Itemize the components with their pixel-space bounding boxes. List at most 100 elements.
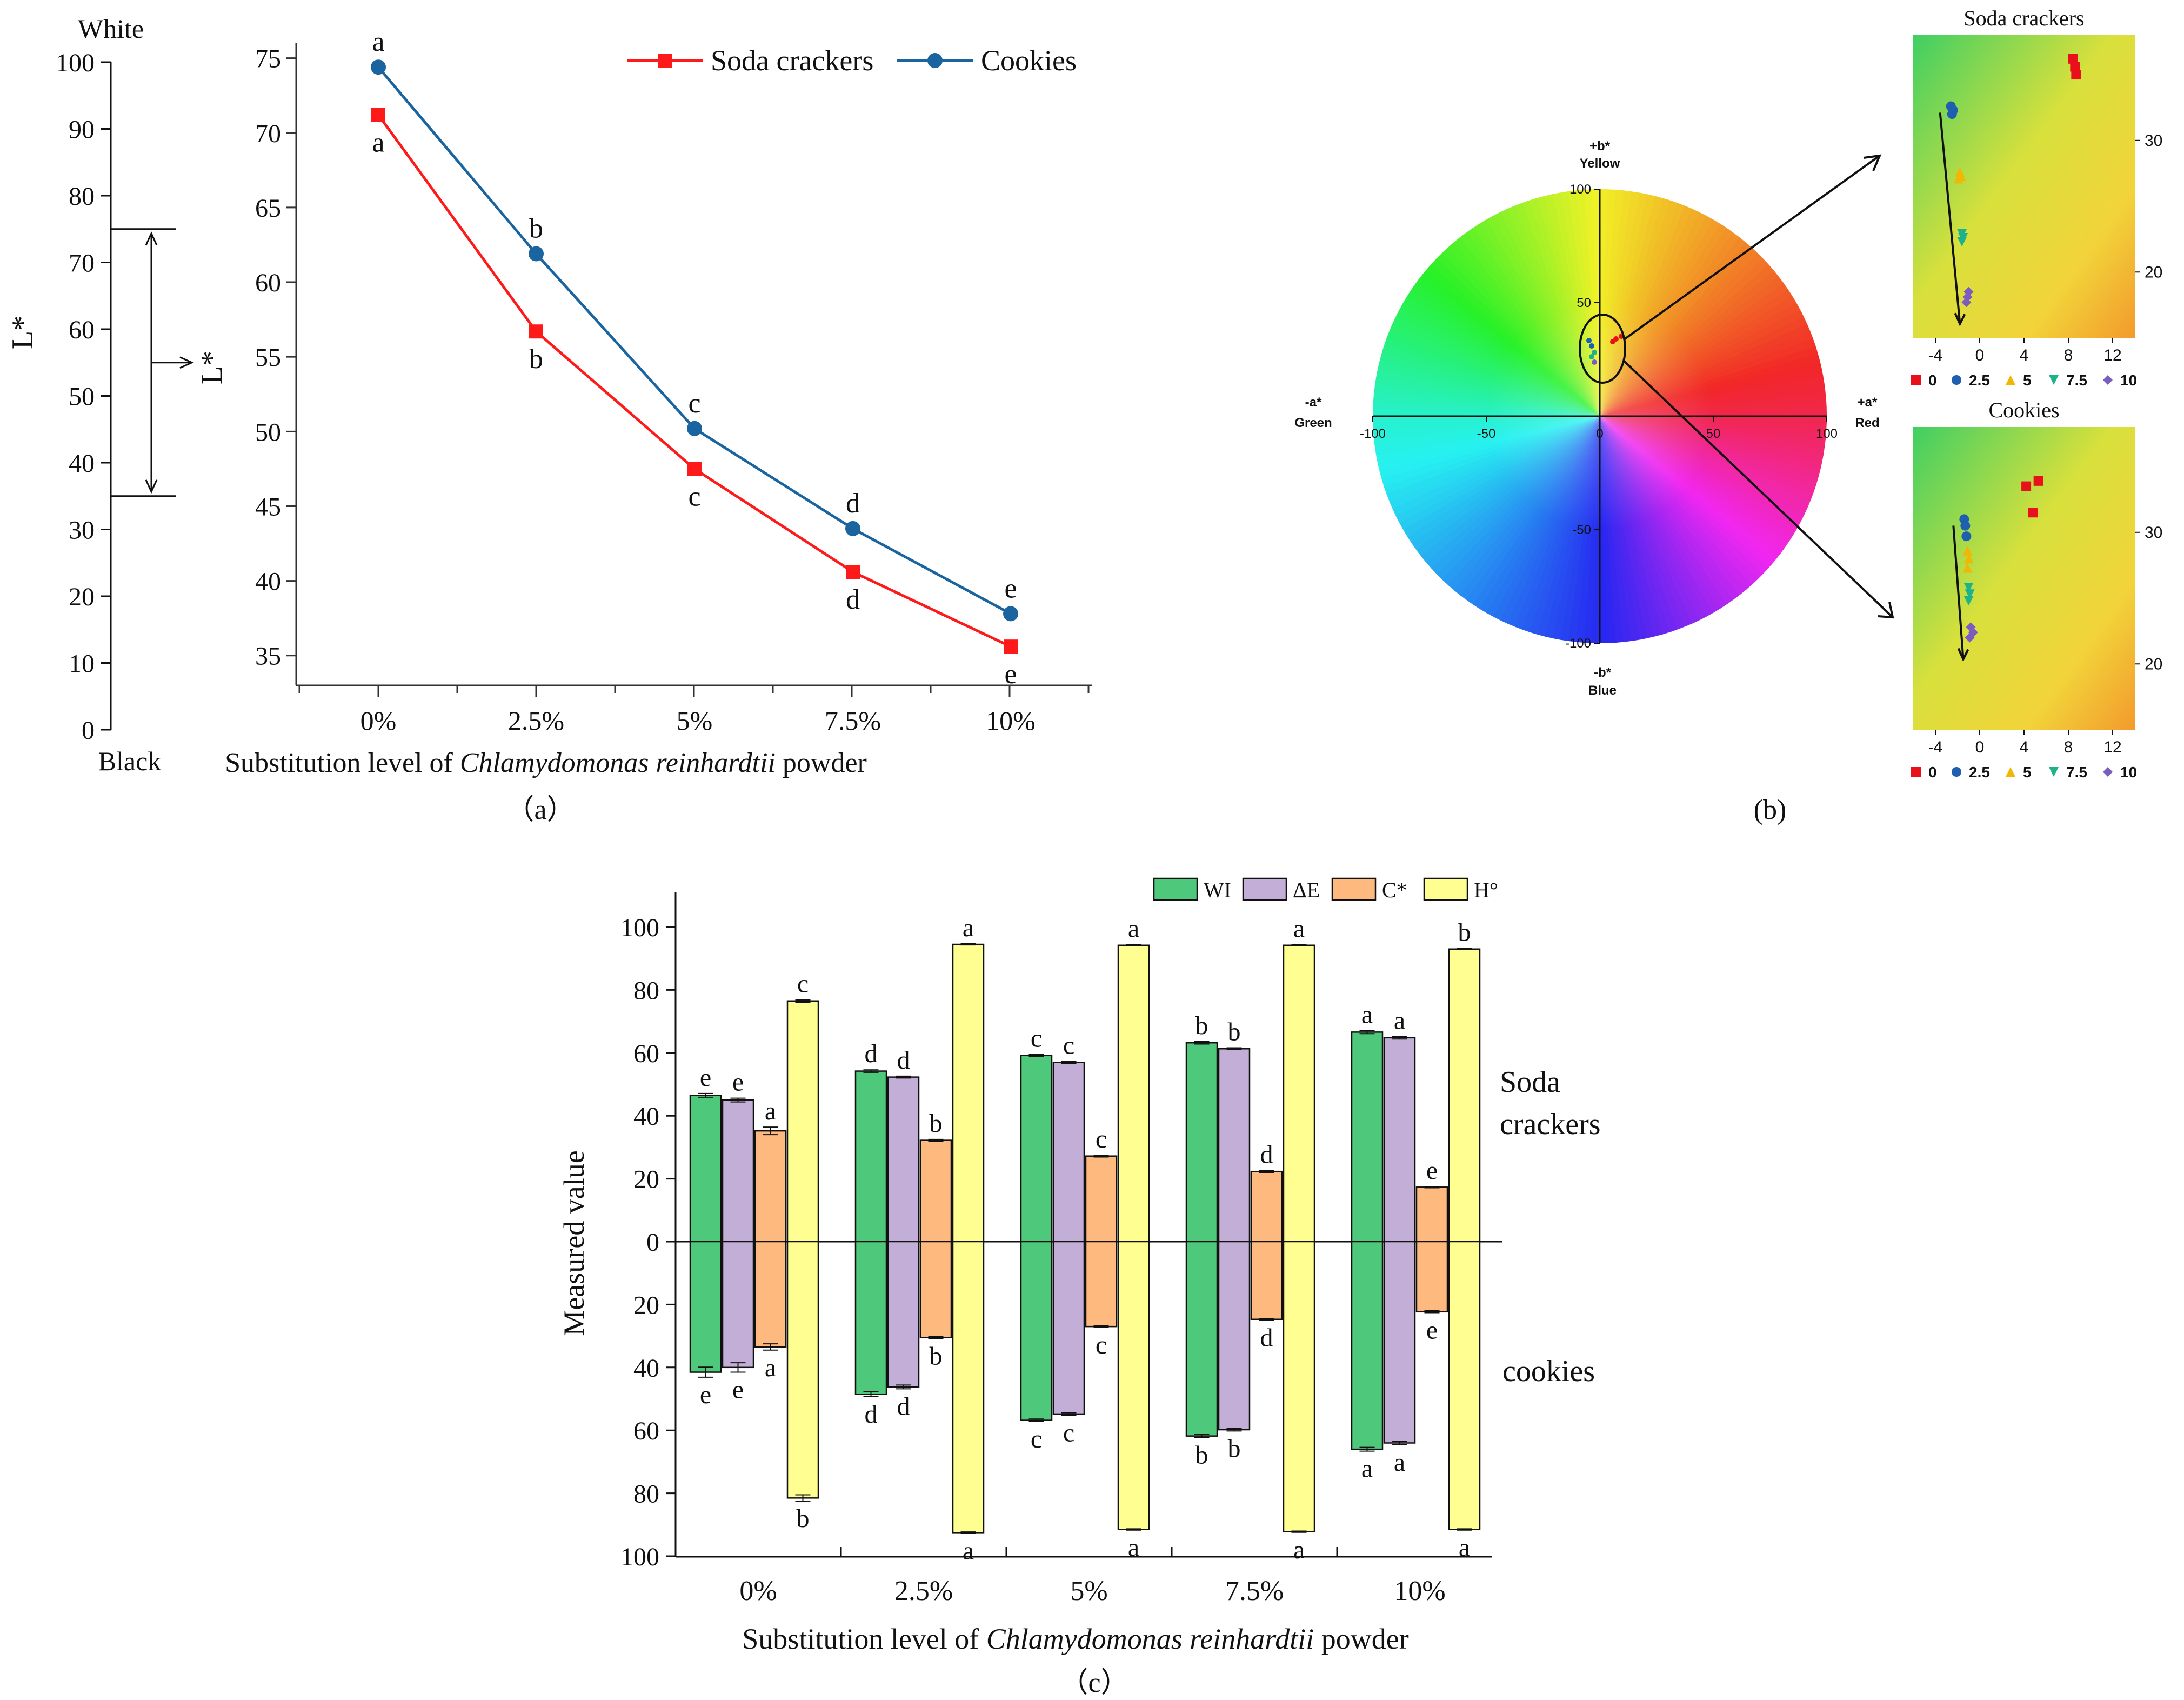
scale-tick-label: 60 <box>69 316 95 344</box>
scatter-diamond <box>2103 767 2113 777</box>
lstar-line-chart: 35 40 45 50 55 60 65 70 75 0% 2.5% 5% 7.5% 10% a b c d e a b… <box>255 26 1092 736</box>
bar-bottom <box>1383 1241 1416 1444</box>
scatter-circle <box>1947 109 1957 119</box>
significance-letter: c <box>1096 1125 1107 1154</box>
bar-top <box>1448 948 1481 1243</box>
significance-letter: a <box>1128 1534 1139 1562</box>
data-point-circle <box>845 521 860 536</box>
panel-a-caption: （a） <box>506 795 575 825</box>
bar-top <box>754 1130 787 1243</box>
significance-letter: b <box>1228 1017 1241 1046</box>
significance-letter: a <box>372 26 384 57</box>
significance-letter: a <box>1459 1534 1470 1562</box>
range-arrow-up <box>145 231 158 246</box>
significance-letter: e <box>1426 1156 1438 1185</box>
legend-swatch <box>1423 877 1468 901</box>
legend-swatch <box>1331 877 1377 901</box>
y-tick-label: 70 <box>255 119 281 148</box>
significance-letter: a <box>1293 1536 1305 1564</box>
significance-letter: e <box>700 1381 711 1409</box>
scatter-diamond <box>1965 632 1975 643</box>
inset-x-tick-label: -4 <box>1928 738 1943 756</box>
bar-bottom <box>952 1241 985 1534</box>
inset-legend-label: 7.5 <box>2066 372 2087 389</box>
significance-letter: a <box>1128 915 1139 943</box>
scale-tick-label: 40 <box>69 449 95 478</box>
significance-letter: b <box>529 214 543 244</box>
scatter-triangle-up <box>1962 563 1973 573</box>
significance-letter: c <box>1063 1418 1074 1447</box>
y-tick-label: 80 <box>633 976 659 1005</box>
legend-marker <box>927 53 943 68</box>
wheel-green-label: Green <box>1294 416 1332 430</box>
bar-bottom <box>1218 1241 1251 1431</box>
scatter-square <box>2028 508 2038 518</box>
significance-letter: d <box>865 1400 878 1429</box>
wheel-plus-b-label: +b* <box>1589 139 1611 154</box>
significance-letter: b <box>797 1504 810 1533</box>
bar-top <box>854 1070 887 1243</box>
significance-letter: c <box>1031 1425 1042 1454</box>
bar-top <box>1250 1170 1283 1243</box>
significance-letter: c <box>1063 1031 1074 1060</box>
series-line-0 <box>377 114 1012 648</box>
inset-title: Soda crackers <box>1963 6 2084 30</box>
bar-bottom <box>1020 1241 1053 1421</box>
significance-letter: a <box>1361 1000 1373 1029</box>
wheel-y-tick-label: 50 <box>1577 296 1591 310</box>
scatter-triangle-up <box>2006 375 2015 385</box>
bar-top <box>887 1076 920 1243</box>
significance-letter: d <box>897 1046 910 1075</box>
significance-letter: d <box>846 584 860 615</box>
wheel-data-dot <box>1610 339 1615 344</box>
bar-top <box>1351 1031 1384 1243</box>
significance-letter: c <box>797 969 809 998</box>
wheel-data-dot <box>1589 343 1594 349</box>
zoom-arrow-bottom-line <box>1623 360 1893 617</box>
inset-x-tick-label: 8 <box>2064 346 2073 364</box>
wheel-x-tick-label: 0 <box>1596 426 1603 441</box>
bar-top <box>1283 944 1315 1243</box>
inset-background <box>1913 35 2135 338</box>
bar-top <box>919 1139 952 1243</box>
y-tick-label: 100 <box>620 914 659 942</box>
legend-swatch <box>1153 877 1198 901</box>
inset-x-tick-label: 4 <box>2020 346 2029 364</box>
scatter-square <box>2071 70 2081 80</box>
significance-letter: a <box>963 914 974 942</box>
y-tick-label: 80 <box>633 1480 659 1509</box>
bar-x-axis-label: Substitution level of Chlamydomonas rein… <box>742 1623 1408 1655</box>
y-tick-label: 35 <box>255 642 281 671</box>
color-wheel: -100 -50 0 50 100 100 50 -50 -100 <box>1360 154 1894 651</box>
significance-letter: b <box>930 1342 943 1370</box>
scale-tick-label: 70 <box>69 249 95 278</box>
x-tick-label: 0% <box>360 705 397 736</box>
x-tick-label: 2.5% <box>894 1576 953 1606</box>
y-tick-label: 20 <box>633 1291 659 1319</box>
wheel-blue-label: Blue <box>1588 683 1617 698</box>
trend-arrow-line <box>1939 112 1961 324</box>
wheel-red-label: Red <box>1855 416 1879 430</box>
bar-bottom <box>1085 1241 1118 1328</box>
scatter-triangle-down <box>1957 237 1967 247</box>
scatter-triangle-up <box>1963 554 1974 564</box>
soda-crackers-side-label: Soda crackers <box>1500 1065 1601 1141</box>
y-tick-label: 40 <box>633 1102 659 1131</box>
zoom-arrow-top-line <box>1623 156 1879 341</box>
scale-tick-label: 100 <box>56 49 95 77</box>
significance-letter: b <box>1228 1434 1241 1463</box>
trend-arrow-head <box>1954 312 1966 326</box>
inset-x-tick-label: 4 <box>2020 738 2029 756</box>
wheel-data-dot <box>1586 338 1592 343</box>
scale-top-label: White <box>78 14 144 44</box>
data-point-circle <box>1003 606 1018 622</box>
range-pointer-arrow <box>179 356 194 369</box>
scatter-circle <box>1960 521 1971 531</box>
inset-legend-label: 0 <box>1928 372 1937 389</box>
zoom-arrow-top-head <box>1863 154 1882 171</box>
scatter-inset-0: Soda crackers -4 0 4 8 12 30 20 0 2.5 5 7.5 10 <box>1911 6 2162 389</box>
significance-letter: d <box>846 488 860 519</box>
significance-letter: a <box>765 1354 776 1382</box>
x-tick-label: 10% <box>1394 1576 1445 1606</box>
